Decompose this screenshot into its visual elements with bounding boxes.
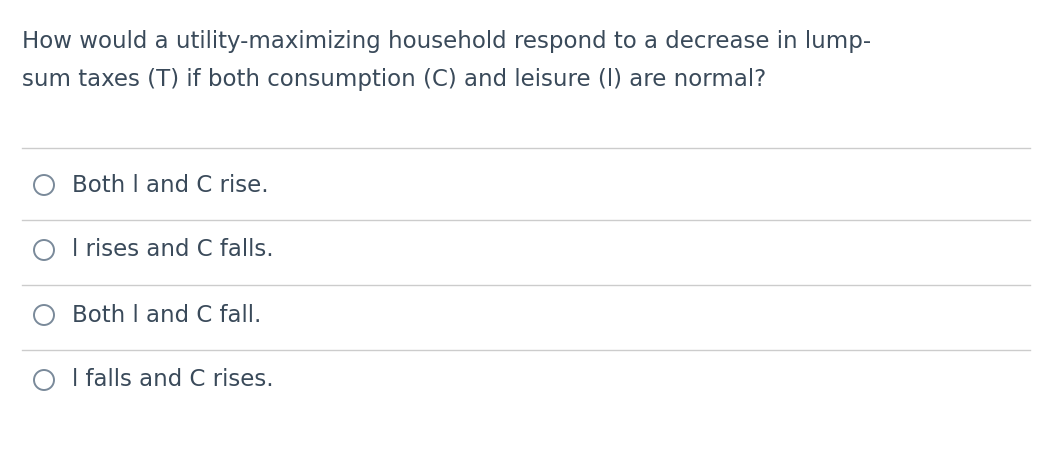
Text: l falls and C rises.: l falls and C rises. [72, 368, 274, 392]
Text: l rises and C falls.: l rises and C falls. [72, 238, 274, 262]
Text: sum taxes (T) if both consumption (C) and leisure (l) are normal?: sum taxes (T) if both consumption (C) an… [22, 68, 766, 91]
Text: How would a utility-maximizing household respond to a decrease in lump-: How would a utility-maximizing household… [22, 30, 871, 53]
Text: Both l and C rise.: Both l and C rise. [72, 173, 268, 197]
Text: Both l and C fall.: Both l and C fall. [72, 303, 261, 327]
